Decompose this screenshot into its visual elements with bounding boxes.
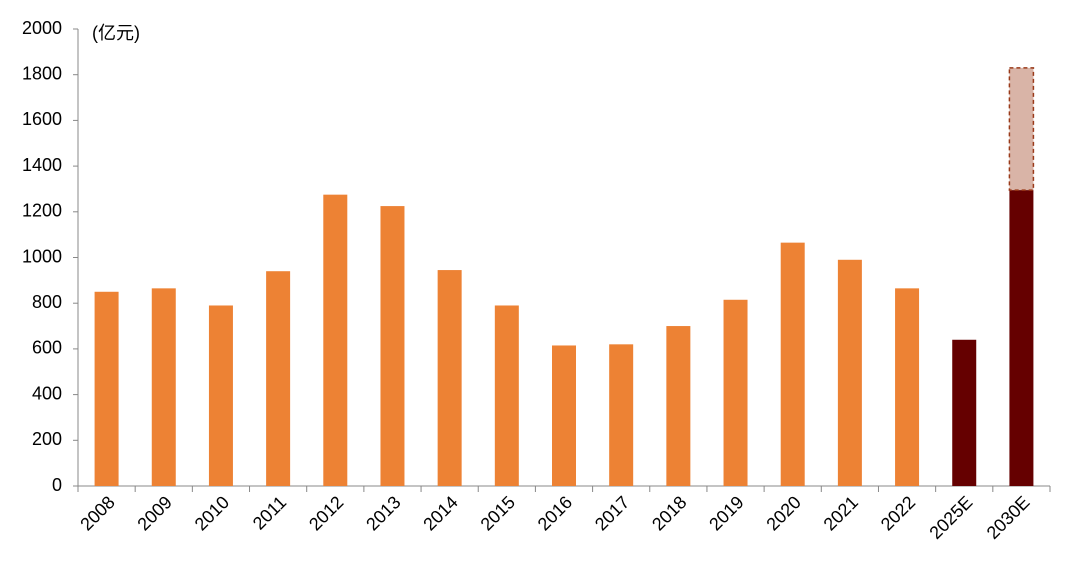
x-tick-label: 2014 (419, 492, 461, 534)
bar (380, 206, 405, 486)
y-tick-label: 400 (32, 383, 62, 403)
x-tick-label: 2025E (925, 492, 976, 543)
bar (151, 288, 176, 486)
bar (895, 288, 920, 486)
x-tick-label: 2021 (820, 492, 862, 534)
x-tick-label: 2011 (249, 492, 291, 534)
bar (1008, 67, 1035, 191)
y-tick-label: 1800 (22, 63, 62, 83)
bar (208, 305, 233, 486)
y-tick-label: 1600 (22, 109, 62, 129)
x-tick-label: 2018 (648, 492, 690, 534)
bar (323, 194, 348, 486)
bar (609, 344, 634, 486)
y-tick-label: 1400 (22, 155, 62, 175)
x-tick-label: 2016 (534, 492, 576, 534)
x-tick-label: 2008 (76, 492, 118, 534)
bar (494, 305, 519, 486)
x-tick-label: 2020 (762, 492, 804, 534)
bar (723, 299, 748, 486)
x-tick-label: 2010 (191, 492, 233, 534)
x-tick-label: 2009 (133, 492, 175, 534)
x-tick-label: 2017 (591, 492, 633, 534)
bar (837, 259, 862, 486)
bar (1009, 190, 1034, 486)
x-tick-label: 2022 (877, 492, 919, 534)
y-tick-label: 1200 (22, 201, 62, 221)
x-tick-label: 2030E (983, 492, 1034, 543)
bar (952, 339, 977, 486)
x-tick-label: 2019 (705, 492, 747, 534)
y-tick-label: 1000 (22, 246, 62, 266)
y-tick-label: 200 (32, 429, 62, 449)
x-tick-label: 2015 (477, 492, 519, 534)
unit-label: (亿元) (92, 23, 140, 43)
bar (266, 271, 291, 486)
x-tick-label: 2012 (305, 492, 347, 534)
bar (437, 270, 462, 486)
y-tick-label: 800 (32, 292, 62, 312)
y-tick-label: 600 (32, 338, 62, 358)
y-tick-label: 0 (52, 475, 62, 495)
bar (94, 291, 119, 486)
bar (780, 242, 805, 486)
bar (552, 345, 576, 486)
x-tick-label: 2013 (362, 492, 404, 534)
y-tick-label: 2000 (22, 18, 62, 38)
bar (666, 326, 691, 486)
